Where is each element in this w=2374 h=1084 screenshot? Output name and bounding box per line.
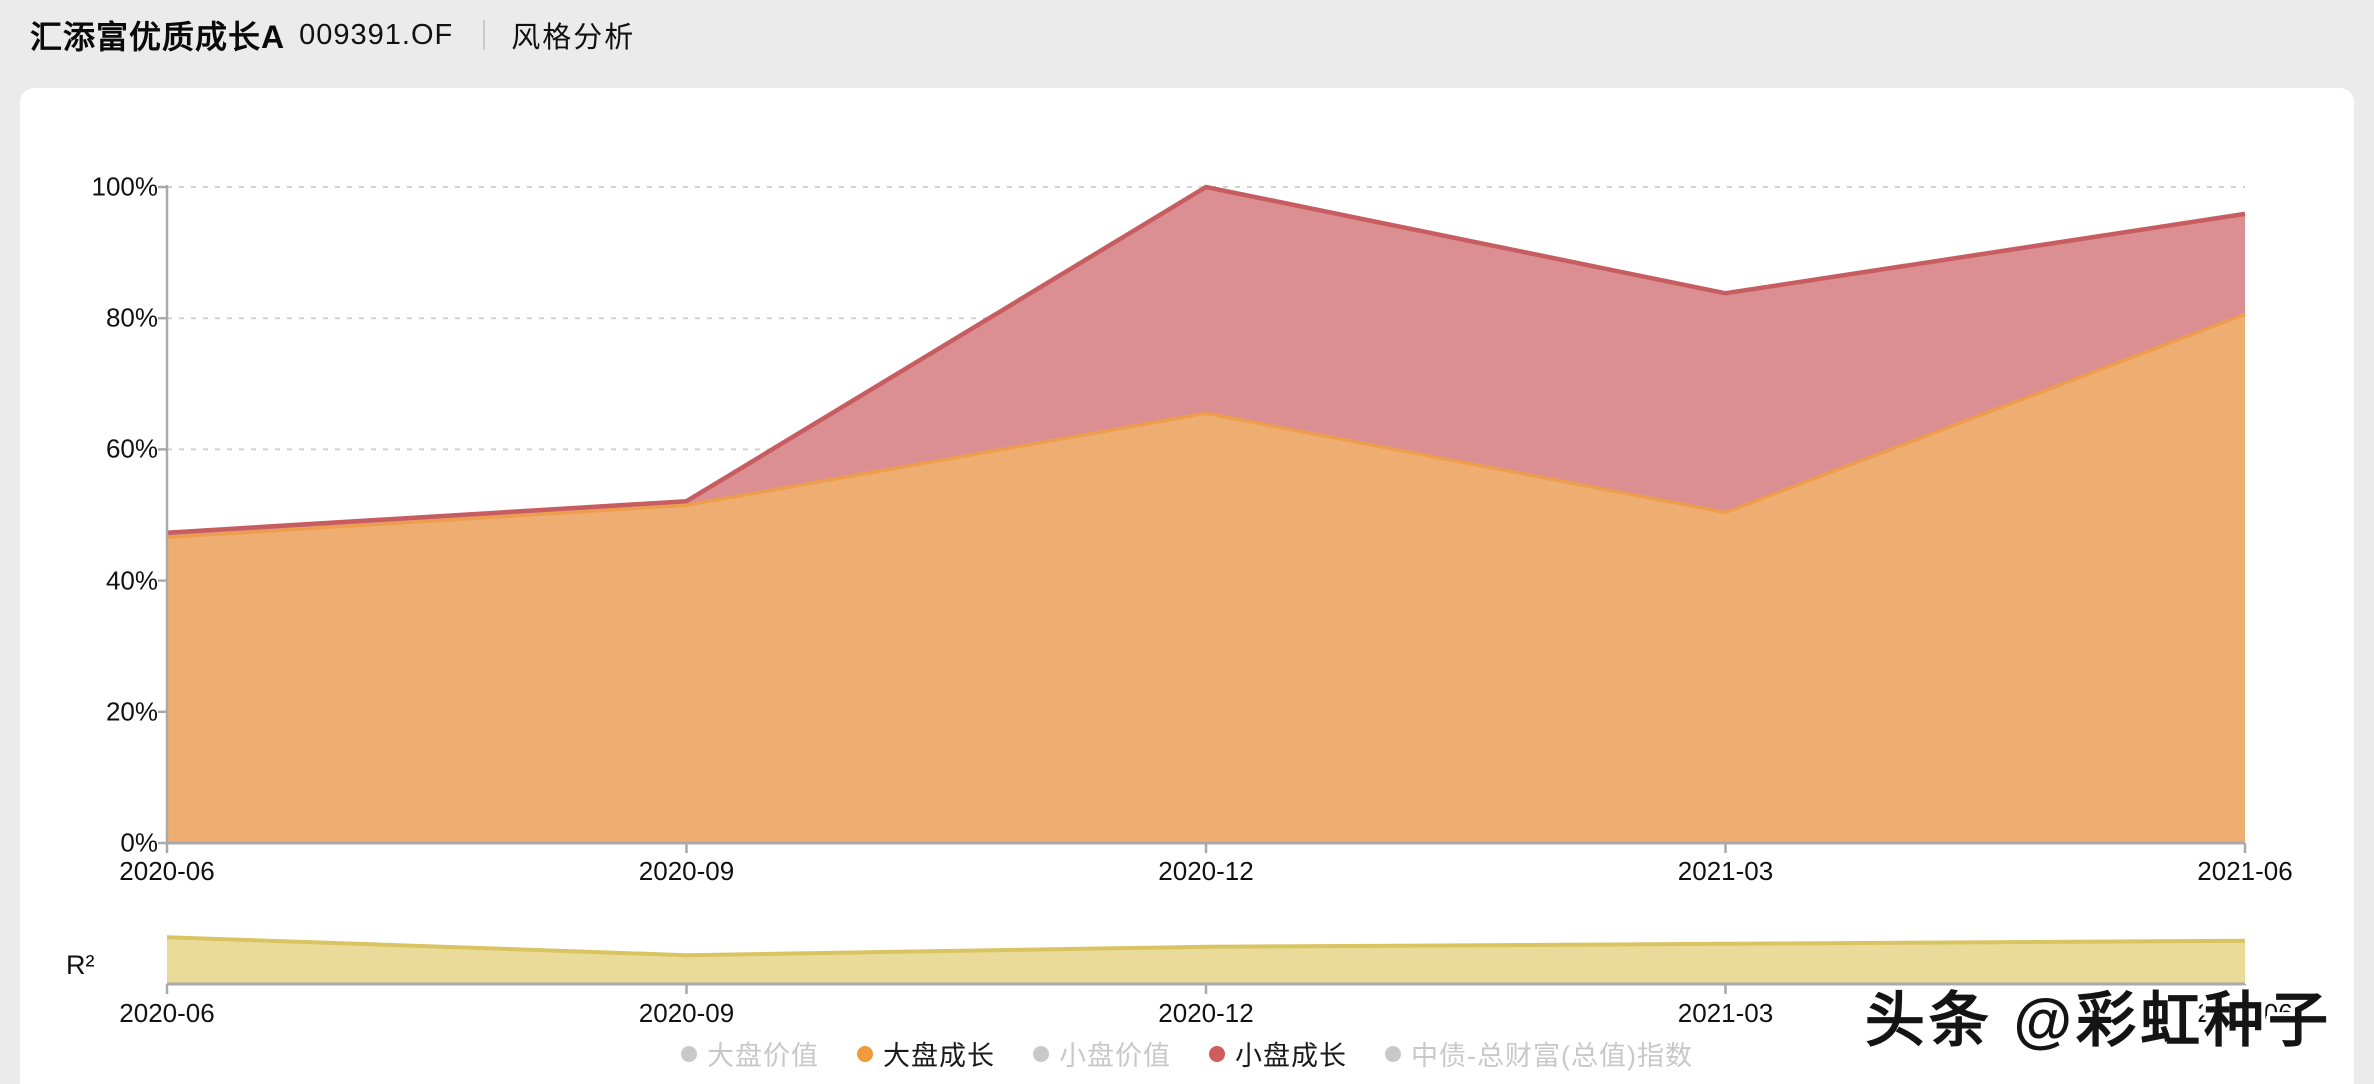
legend-item-大盘成长[interactable]: 大盘成长 (857, 1034, 995, 1073)
legend-item-中债-总财富(总值)指数[interactable]: 中债-总财富(总值)指数 (1385, 1034, 1693, 1073)
r2-area[interactable] (167, 937, 2245, 984)
series-line-large-cap-growth (166, 312, 2246, 540)
y-axis-label: 20% (105, 696, 158, 727)
series-area-small-cap-growth[interactable] (167, 187, 2245, 538)
x-axis-label: 2021-06 (2197, 856, 2293, 886)
y-axis-label: 0% (120, 827, 158, 858)
legend-item-小盘价值[interactable]: 小盘价值 (1033, 1034, 1171, 1073)
fund-name: 汇添富优质成长A (30, 19, 286, 55)
x-axis-label: 2021-06 (2197, 998, 2293, 1028)
legend-item-大盘价值[interactable]: 大盘价值 (681, 1034, 819, 1073)
x-axis-label: 2020-06 (119, 856, 215, 886)
legend-label: 中债-总财富(总值)指数 (1411, 1041, 1693, 1071)
legend-dot (1033, 1045, 1050, 1062)
legend-label: 小盘价值 (1059, 1041, 1172, 1071)
legend-dot (1209, 1045, 1226, 1062)
legend-dot (857, 1045, 874, 1062)
y-axis-label: 40% (105, 565, 158, 596)
y-axis-label: 80% (105, 302, 158, 333)
r2-line (166, 935, 2246, 958)
x-axis-label: 2020-12 (1158, 998, 1254, 1028)
y-axis-label: 100% (91, 171, 159, 202)
watermark: 头条 @彩虹种子 (1864, 987, 2332, 1054)
header: 汇添富优质成长A 009391.OF 风格分析 (30, 10, 635, 60)
x-axis-label: 2021-03 (1677, 856, 1774, 886)
series-line-small-cap-growth (166, 184, 2246, 535)
legend-dot (681, 1045, 698, 1062)
legend-label: 大盘成长 (883, 1041, 996, 1071)
x-axis-label: 2020-09 (638, 856, 735, 886)
header-divider (483, 20, 486, 50)
legend-dot (1385, 1045, 1402, 1062)
page-title: 风格分析 (511, 22, 636, 54)
x-axis-label: 2021-03 (1677, 998, 1774, 1028)
legend-label: 小盘成长 (1235, 1041, 1348, 1071)
y-axis-label: 60% (105, 433, 158, 464)
x-axis-label: 2020-12 (1158, 856, 1254, 886)
series-area-large-cap-growth[interactable] (167, 314, 2245, 843)
x-axis-label: 2020-06 (119, 998, 215, 1028)
fund-code: 009391.OF (299, 18, 454, 51)
r2-chart-label: R² (66, 950, 95, 980)
x-axis-label: 2020-09 (638, 998, 735, 1028)
legend-item-小盘成长[interactable]: 小盘成长 (1209, 1034, 1347, 1073)
legend-label: 大盘价值 (707, 1041, 820, 1071)
chart-legend: 大盘价值 大盘成长 小盘价值 小盘成长 中债-总财富(总值)指数 (681, 1034, 1693, 1073)
